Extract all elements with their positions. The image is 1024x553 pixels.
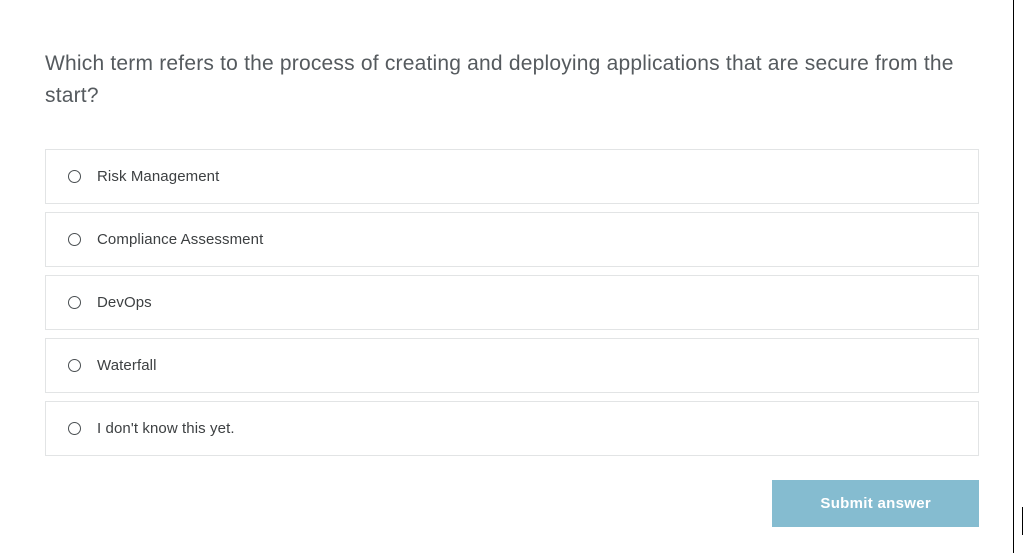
question-text: Which term refers to the process of crea… [45, 48, 979, 111]
option-label: Waterfall [97, 357, 157, 374]
option-devops[interactable]: DevOps [45, 275, 979, 330]
option-label: Risk Management [97, 168, 219, 185]
radio-icon [68, 296, 81, 309]
option-label: Compliance Assessment [97, 231, 263, 248]
radio-icon [68, 170, 81, 183]
divider [1013, 0, 1015, 553]
options-list: Risk Management Compliance Assessment De… [45, 149, 979, 456]
radio-icon [68, 422, 81, 435]
option-dont-know[interactable]: I don't know this yet. [45, 401, 979, 456]
option-label: DevOps [97, 294, 152, 311]
option-risk-management[interactable]: Risk Management [45, 149, 979, 204]
radio-icon [68, 359, 81, 372]
divider [1022, 507, 1024, 535]
option-compliance-assessment[interactable]: Compliance Assessment [45, 212, 979, 267]
submit-row: Submit answer [45, 480, 979, 527]
submit-button[interactable]: Submit answer [772, 480, 979, 527]
quiz-container: Which term refers to the process of crea… [0, 0, 1024, 553]
option-waterfall[interactable]: Waterfall [45, 338, 979, 393]
radio-icon [68, 233, 81, 246]
option-label: I don't know this yet. [97, 420, 235, 437]
